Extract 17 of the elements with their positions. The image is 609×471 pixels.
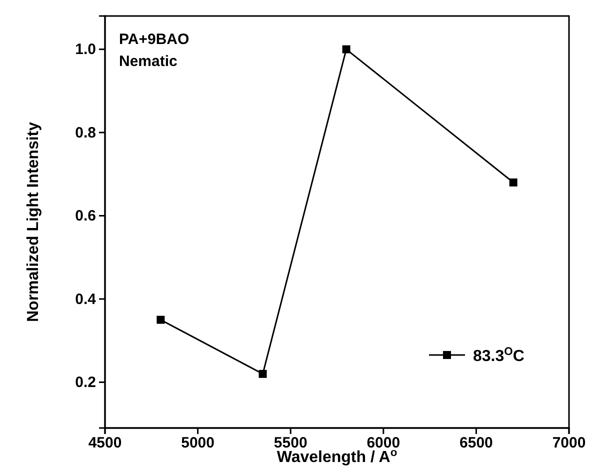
y-tick-label: 1.0 bbox=[75, 41, 96, 58]
point bbox=[509, 178, 518, 186]
x-tick-label: 4500 bbox=[88, 434, 122, 452]
point bbox=[156, 316, 165, 324]
annotation: PA+9BAO bbox=[119, 31, 190, 48]
y-tick-label: 0.6 bbox=[75, 208, 96, 225]
annotation: Nematic bbox=[119, 53, 178, 70]
y-tick-label: 0.2 bbox=[75, 374, 96, 392]
y-tick-label: 0.8 bbox=[75, 124, 96, 142]
x-tick-label: 5000 bbox=[181, 434, 214, 452]
x-tick-label: 7000 bbox=[552, 434, 586, 452]
y-axis-title: Normalized Light Intensity bbox=[25, 122, 42, 322]
point bbox=[258, 370, 267, 378]
point bbox=[342, 45, 350, 54]
y-tick-label: 0.4 bbox=[75, 290, 97, 308]
legend-label: 83.3$^{O}$C bbox=[473, 346, 525, 365]
x-tick-label: 6500 bbox=[460, 434, 493, 452]
